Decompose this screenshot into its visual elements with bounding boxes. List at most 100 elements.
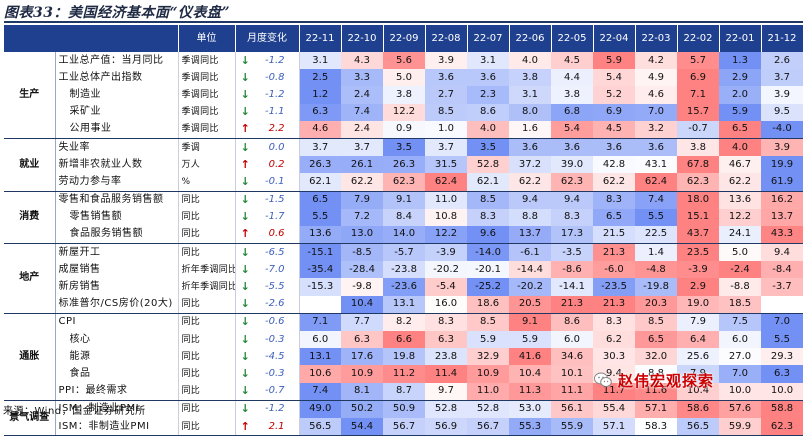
monthly-change: -0.7 (255, 382, 300, 401)
indicator-unit: 同比 (178, 331, 236, 349)
value-cell: 55.3 (509, 417, 551, 436)
value-cell: 7.9 (677, 365, 719, 383)
arrow-up-icon: ↑ (240, 157, 250, 171)
arrow-down-icon: ↓ (240, 193, 250, 207)
value-cell: 2.5 (299, 69, 341, 87)
indicator-unit: 季调同比 (178, 52, 236, 70)
value-cell: 9.1 (383, 191, 425, 209)
monthly-change: 2.2 (255, 120, 300, 139)
value-cell: 62.3 (677, 173, 719, 192)
value-cell: 26.3 (299, 156, 341, 174)
value-cell: 5.4 (593, 69, 635, 87)
value-cell: -20.2 (425, 261, 467, 279)
value-cell: 7.4 (341, 103, 383, 121)
value-cell: 11.1 (551, 382, 593, 401)
value-cell: 10.0 (761, 382, 803, 401)
indicator-unit: 季调同比 (178, 86, 236, 104)
indicator-unit: 同比 (178, 243, 236, 262)
value-cell: 3.7 (299, 138, 341, 157)
value-cell: -4.0 (761, 120, 803, 139)
value-cell: 21.5 (593, 225, 635, 245)
header-row: 单位 月度变化 22-11 22-10 22-09 22-08 22-07 22… (4, 25, 804, 52)
value-cell: 4.5 (593, 120, 635, 139)
value-cell: 26.1 (341, 156, 383, 174)
indicator-name: 食品服务销售额 (55, 225, 179, 245)
wechat-icon (594, 372, 612, 387)
arrow-down-icon: ↓ (235, 382, 255, 401)
value-cell: 42.8 (593, 156, 635, 174)
value-cell: 46.7 (719, 156, 761, 174)
value-cell: 56.1 (551, 400, 593, 418)
table-row: ISM：非制造业PMI 同比 ↑ 2.1 56.5 54.4 56.7 56.9 56.7 55.… (4, 417, 803, 436)
value-cell: 16.2 (761, 191, 803, 209)
indicator-unit: 同比 (178, 365, 236, 383)
value-cell: 58.3 (635, 417, 677, 436)
value-cell: -3.9 (677, 261, 719, 279)
value-cell: 62.1 (467, 173, 509, 192)
value-cell: 39.0 (551, 156, 593, 174)
value-cell: 5.9 (509, 331, 551, 349)
value-cell: 8.1 (341, 382, 383, 401)
value-cell: -20.2 (509, 278, 551, 296)
indicator-unit: 同比 (178, 191, 236, 209)
sector-label: 地产 (4, 243, 56, 314)
value-cell: 9.7 (425, 382, 467, 401)
monthly-change: -2.6 (255, 295, 300, 314)
monthly-change: -0.3 (255, 331, 300, 349)
value-cell: 23.8 (425, 348, 467, 366)
value-cell: 13.1 (299, 348, 341, 366)
value-cell: 58.6 (677, 400, 719, 418)
value-cell: 6.6 (383, 331, 425, 349)
value-cell: 7.0 (761, 313, 803, 331)
table-row: 零售销售额 同比 ↓ -1.7 5.5 7.2 8.4 10.8 8.3 8.8 8.3 6.5 5.5… (4, 208, 803, 226)
monthly-change: 0.6 (255, 225, 300, 245)
value-cell: 3.8 (509, 69, 551, 87)
value-cell: 8.6 (467, 103, 509, 121)
value-cell: 3.9 (761, 86, 803, 104)
value-cell: 8.3 (593, 313, 635, 331)
monthly-change: -1.2 (255, 86, 300, 104)
indicator-unit: 季调同比 (178, 69, 236, 87)
value-cell: 5.0 (719, 243, 761, 262)
value-cell: 29.3 (761, 348, 803, 366)
value-cell: 18.6 (467, 295, 509, 314)
value-cell: 19.0 (677, 295, 719, 314)
indicator-name: 工业总体产出指数 (55, 69, 179, 87)
value-cell: -8.5 (341, 243, 383, 262)
value-cell: 6.5 (635, 331, 677, 349)
value-cell: 7.7 (341, 313, 383, 331)
value-cell: 43.3 (761, 225, 803, 245)
value-cell: 8.3 (551, 208, 593, 226)
arrow-up-icon: ↑ (235, 120, 255, 139)
indicator-name: 能源 (55, 348, 179, 366)
value-cell: 8.4 (383, 208, 425, 226)
value-cell: 3.2 (635, 120, 677, 139)
value-cell: 62.3 (551, 173, 593, 192)
value-cell: 14.0 (383, 225, 425, 245)
monthly-change: 0.2 (255, 156, 300, 174)
indicator-unit: 同比 (178, 400, 236, 418)
figure-title: 图表33：美国经济基本面“仪表盘” (4, 5, 231, 21)
header-month: 22-09 (383, 25, 426, 52)
header-month: 22-01 (719, 25, 762, 52)
value-cell: 57.6 (719, 400, 761, 418)
value-cell: 2.9 (677, 278, 719, 296)
indicator-unit: % (178, 173, 236, 192)
value-cell: 13.6 (299, 225, 341, 245)
table-row: 就业 失业率 季调 ↓ 0.0 3.7 3.7 3.5 3.7 3.5 3.6 3.6 3.6 3.6 3.… (4, 138, 803, 192)
value-cell: 3.7 (425, 138, 467, 157)
header-month: 22-11 (299, 25, 342, 52)
value-cell: 43.1 (635, 156, 677, 174)
value-cell: 2.6 (761, 52, 803, 70)
value-cell: 3.1 (509, 86, 551, 104)
value-cell: 37.2 (509, 156, 551, 174)
value-cell: 19.8 (383, 348, 425, 366)
monthly-change: -1.1 (255, 103, 300, 121)
value-cell: 8.5 (635, 313, 677, 331)
value-cell: 11.2 (383, 365, 425, 383)
value-cell: 5.9 (719, 103, 761, 121)
value-cell: 56.7 (467, 417, 509, 436)
value-cell: 55.9 (551, 417, 593, 436)
value-cell: 7.0 (719, 365, 761, 383)
value-cell: -8.8 (719, 278, 761, 296)
